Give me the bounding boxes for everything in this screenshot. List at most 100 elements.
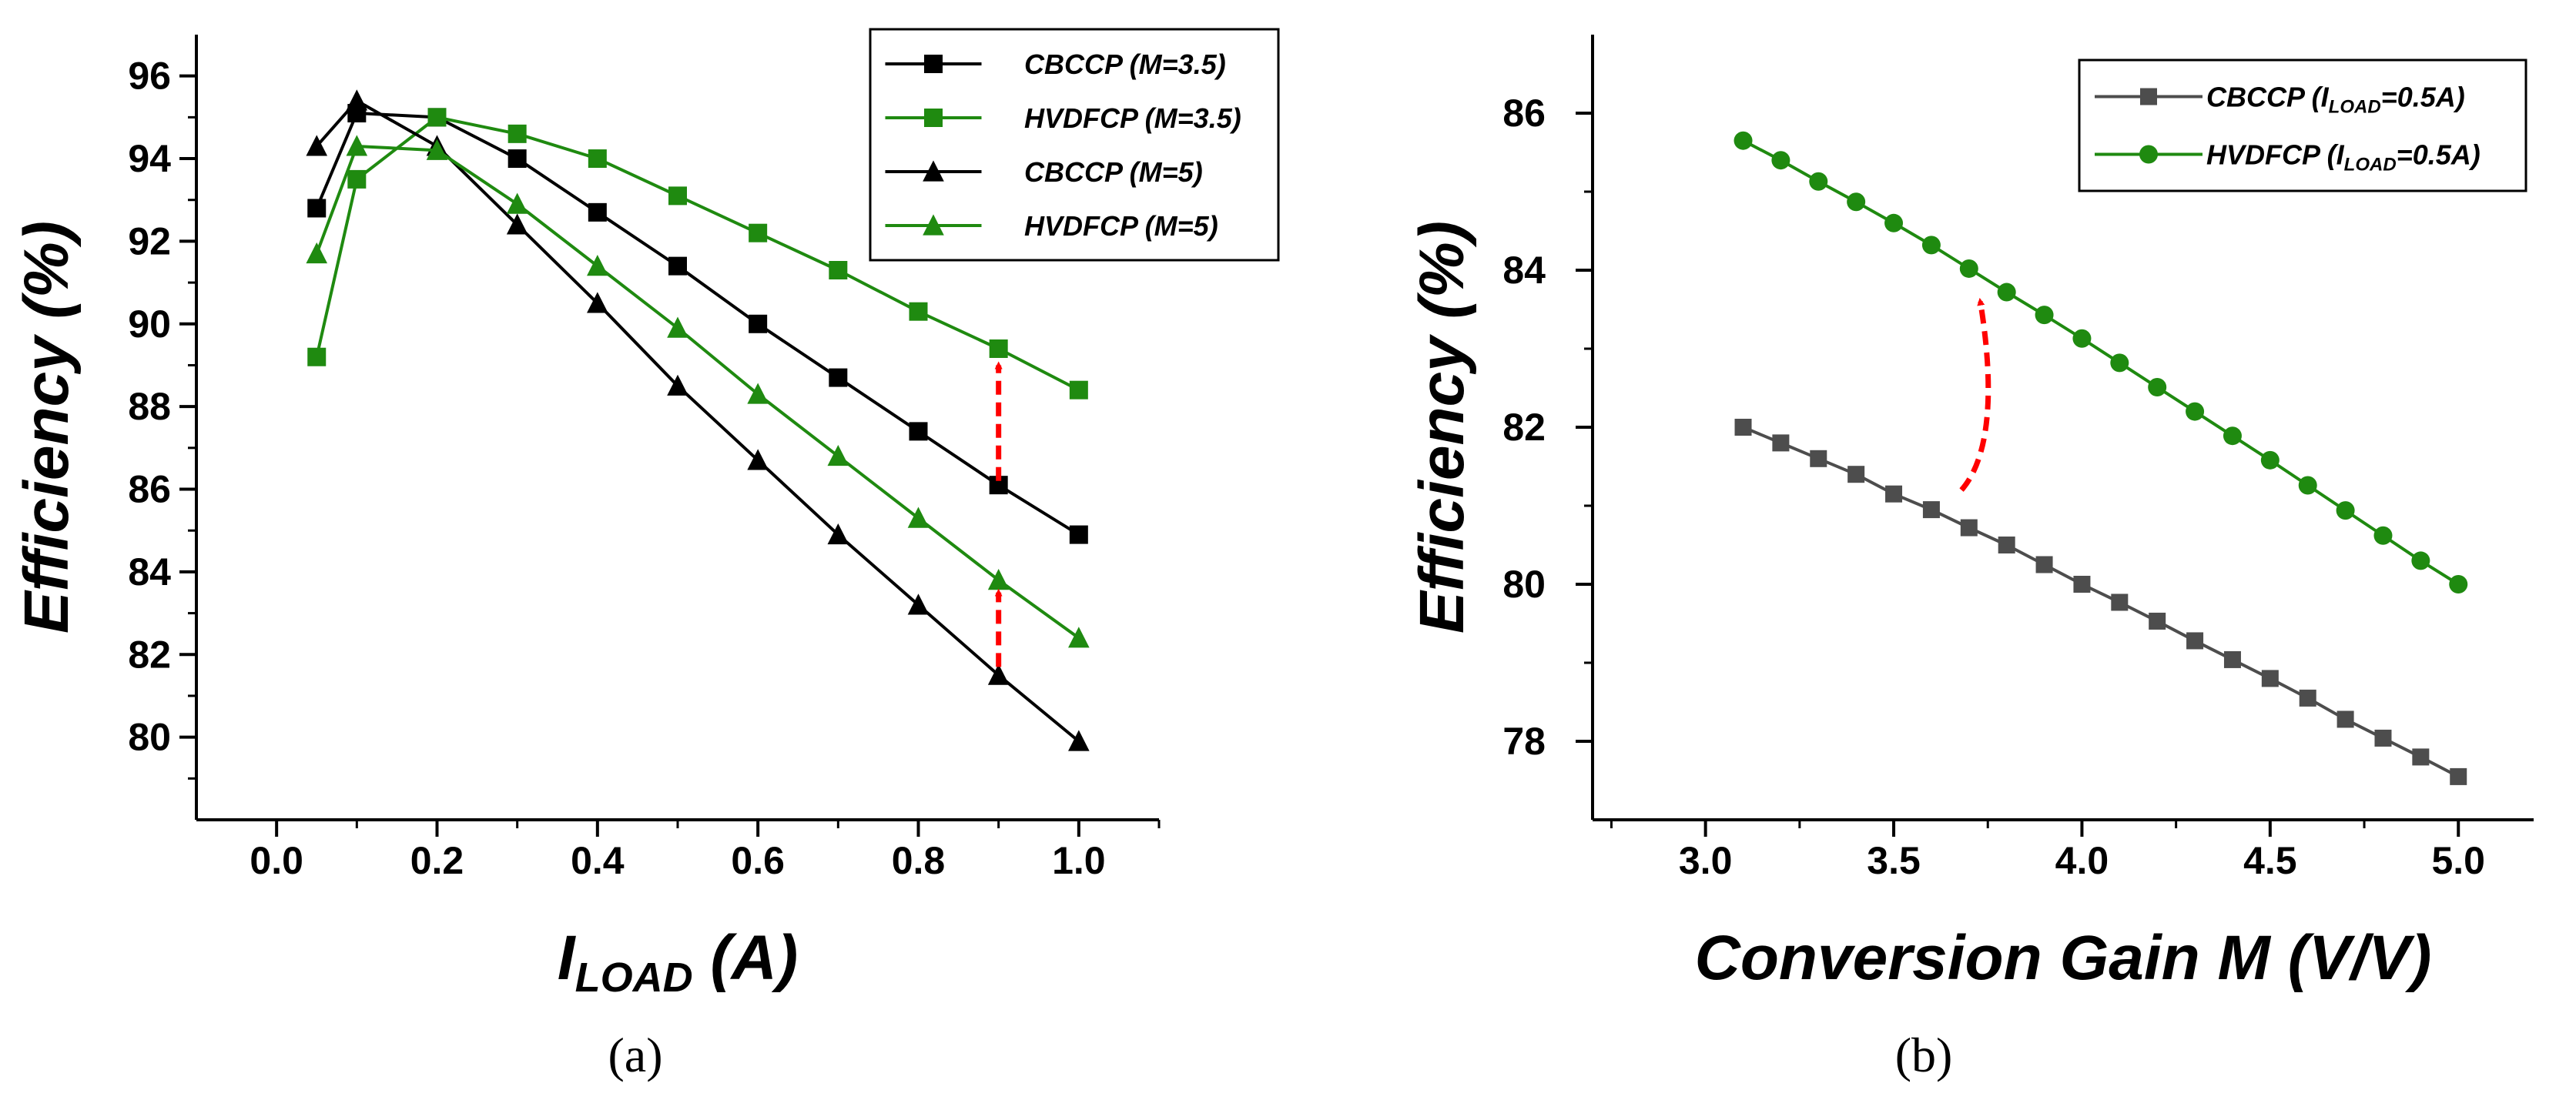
- panel-b-data-point: [2223, 650, 2241, 668]
- panel-a-data-point: [747, 383, 769, 404]
- panel-a-series-3: [306, 135, 1090, 648]
- panel-b-series-0: [1734, 419, 2467, 785]
- panel-a-data-point: [426, 139, 448, 160]
- panel-a-legend-marker: [924, 109, 943, 127]
- panel-a-y-tick-label: 96: [128, 55, 171, 98]
- panel-a-data-point: [907, 593, 930, 615]
- panel-a-series-1: [307, 108, 1088, 400]
- panel-a-series-0: [307, 104, 1088, 544]
- panel-a-x-tick-label: 0.0: [250, 839, 303, 882]
- panel-a-data-point: [907, 507, 930, 528]
- panel-a-data-point: [588, 202, 607, 222]
- panel-a-data-point: [506, 192, 528, 214]
- panel-b-data-point: [2261, 670, 2279, 687]
- panel-b-x-tick-label: 3.5: [1867, 839, 1921, 882]
- panel-a-data-point: [747, 449, 769, 470]
- panel-a-data-point: [347, 169, 367, 189]
- panel-b-x-tick-label: 4.5: [2243, 839, 2297, 882]
- panel-b-y-tick-label: 86: [1502, 92, 1546, 135]
- panel-b-data-point: [2223, 426, 2242, 446]
- panel-b-y-tick-label: 82: [1502, 406, 1546, 449]
- panel-a-data-point: [507, 149, 527, 169]
- panel-b-data-point: [2449, 575, 2468, 593]
- panel-a-data-point: [987, 664, 1010, 685]
- panel-b-data-point: [1998, 537, 2015, 553]
- panel-a-data-point: [989, 339, 1008, 358]
- panel-a-x-tick-label: 0.8: [892, 839, 946, 882]
- panel-a-y-tick-label: 86: [128, 468, 171, 511]
- panel-a-caption: (a): [608, 1028, 662, 1082]
- panel-a-data-point: [306, 242, 328, 264]
- panel-a-data-point: [1069, 525, 1088, 544]
- panel-a-y-tick-label: 84: [128, 550, 171, 593]
- panel-b-data-point: [2298, 476, 2317, 495]
- panel-b-data-point: [1847, 466, 1865, 483]
- panel-b-data-point: [1810, 450, 1827, 467]
- panel-a-data-point: [346, 135, 368, 156]
- panel-b-data-point: [2373, 526, 2393, 545]
- panel-a-x-axis-title: ILOAD (A): [558, 923, 798, 1001]
- panel-b-data-point: [2186, 632, 2204, 650]
- panel-b-data-point: [1922, 501, 1940, 519]
- panel-a-data-point: [306, 135, 328, 156]
- panel-b-data-point: [2072, 329, 2092, 348]
- panel-b-data-point: [2073, 576, 2091, 593]
- panel-b-series-1: [1734, 131, 2468, 593]
- panel-b-data-point: [2111, 593, 2129, 611]
- panel-a-y-tick-label: 80: [128, 716, 171, 759]
- panel-b-data-point: [1734, 131, 1753, 150]
- panel-b-x-tick-label: 4.0: [2055, 839, 2109, 882]
- panel-a-y-tick-label: 88: [128, 385, 171, 428]
- panel-b-data-point: [1884, 213, 1904, 232]
- panel-b-legend-label: HVDFCP (ILOAD=0.5A): [2206, 139, 2481, 176]
- panel-b-data-point: [1809, 172, 1828, 191]
- panel-b-y-tick-label: 78: [1502, 720, 1546, 763]
- panel-b-data-point: [2186, 402, 2205, 421]
- panel-a-data-point: [307, 347, 327, 366]
- panel-a-data-point: [668, 256, 687, 276]
- panel-b-legend-marker: [2139, 145, 2158, 164]
- panel-b-caption: (b): [1895, 1028, 1953, 1082]
- panel-a-legend-label: CBCCP (M=3.5): [1024, 48, 1226, 80]
- panel-b-y-axis-title: Efficiency (%): [1407, 221, 1477, 634]
- panel-a-data-point: [587, 255, 608, 276]
- panel-b-legend: CBCCP (ILOAD=0.5A) HVDFCP (ILOAD=0.5A): [2078, 59, 2527, 192]
- panel-b-legend-label: CBCCP (ILOAD=0.5A): [2206, 82, 2465, 118]
- panel-a-x-tick-label: 1.0: [1052, 839, 1106, 882]
- panel-a-data-point: [749, 223, 768, 242]
- panel-b-data-point: [2374, 729, 2392, 747]
- panel-b-data-point: [2336, 501, 2355, 520]
- panel-b-data-point: [2148, 377, 2167, 396]
- panel-b-x-tick-label: 5.0: [2431, 839, 2485, 882]
- panel-a-series-2: [306, 89, 1090, 751]
- panel-a-y-tick-label: 92: [128, 219, 171, 262]
- panel-b-data-point: [1921, 236, 1941, 255]
- panel-b-data-point: [2450, 767, 2467, 785]
- panel-a-legend: CBCCP (M=3.5) HVDFCP (M=3.5) CBCCP (M=5) HV…: [869, 28, 1280, 262]
- panel-b-chart: 78 80 82 84 86 3.0 3.5 4.0 4.5 5.0 Efficiency (%) C…: [1407, 35, 2534, 1082]
- panel-a-y-tick-label: 90: [128, 303, 171, 346]
- panel-a-x-tick-label: 0.4: [571, 839, 625, 882]
- panel-a-x-tick-label: 0.6: [731, 839, 785, 882]
- panel-a-data-point: [1068, 730, 1090, 751]
- panel-a-data-point: [587, 292, 608, 313]
- panel-b-data-point: [1772, 434, 1790, 452]
- panel-b-data-point: [2149, 612, 2166, 630]
- panel-b-y-tick-label: 84: [1502, 249, 1546, 292]
- panel-b-legend-box: [2078, 59, 2527, 192]
- panel-b-x-tick-label: 3.0: [1679, 839, 1733, 882]
- panel-b-data-point: [2299, 689, 2316, 707]
- panel-a-legend-marker: [923, 160, 944, 182]
- panel-a-data-point: [909, 422, 928, 441]
- panel-a-data-point: [987, 569, 1010, 590]
- panel-a-data-point: [909, 302, 928, 321]
- panel-b-data-point: [2110, 353, 2129, 373]
- panel-a-data-point: [1069, 380, 1088, 400]
- panel-a-data-point: [588, 149, 607, 169]
- panel-a-data-point: [427, 108, 447, 127]
- panel-b-data-point: [1997, 283, 2016, 302]
- panel-b-data-point: [2035, 556, 2053, 573]
- panel-a-x-tick-label: 0.2: [410, 839, 464, 882]
- panel-b-data-point: [1734, 419, 1752, 436]
